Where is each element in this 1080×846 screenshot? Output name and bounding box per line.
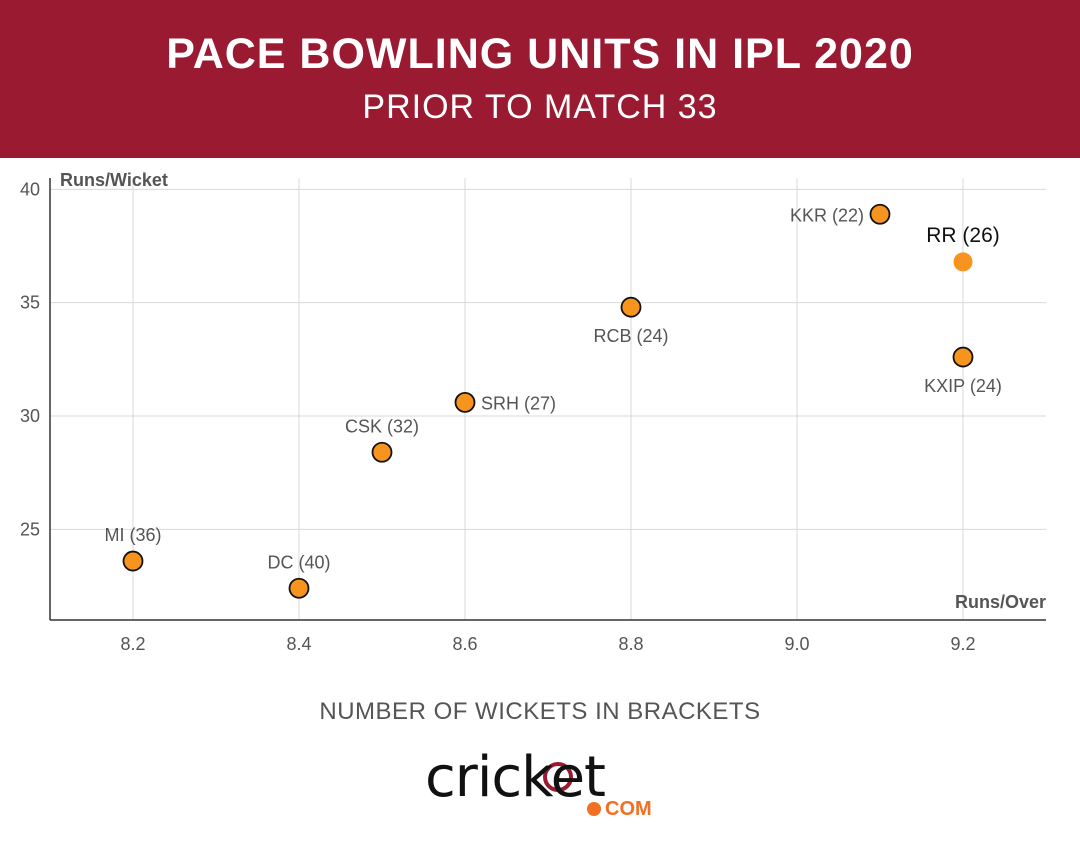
y-axis-label: Runs/Wicket [60,170,168,190]
y-tick-label-2: 35 [20,293,40,313]
y-tick-label-3: 40 [20,179,40,199]
data-label-7: KXIP (24) [924,376,1002,396]
data-label-5: KKR (22) [790,205,864,225]
data-label-6: RR (26) [926,224,1000,247]
data-point-6 [953,252,973,272]
logo-suffix: COM [605,798,652,820]
x-tick-label-3: 8.8 [618,634,643,654]
data-point-2 [371,441,393,463]
ball-icon [543,762,573,792]
data-point-7 [952,346,974,368]
logo-dot-icon [587,802,601,816]
x-axis-label: Runs/Over [955,592,1046,612]
data-point-0 [122,550,144,572]
data-label-1: DC (40) [267,552,330,572]
data-label-3: SRH (27) [481,393,556,413]
data-label-0: MI (36) [104,525,161,545]
scatter-chart: 8.2 8.4 8.6 8.8 9.0 9.2 25 30 35 40 Runs/Wicket Run… [20,170,1046,654]
chart-subtitle: PRIOR TO MATCH 33 [362,88,718,126]
y-tick-label-1: 30 [20,406,40,426]
y-tick-label-0: 25 [20,519,40,539]
x-tick-label-0: 8.2 [120,634,145,654]
data-point-5 [869,203,891,225]
data-point-4 [620,296,642,318]
header-banner: PACE BOWLING UNITS IN IPL 2020 PRIOR TO … [0,0,1080,158]
logo-wordmark: cricket [425,745,606,810]
x-tick-label-2: 8.6 [452,634,477,654]
footnote: NUMBER OF WICKETS IN BRACKETS [319,698,761,725]
data-label-2: CSK (32) [345,416,419,436]
data-point-1 [288,577,310,599]
x-tick-label-5: 9.2 [950,634,975,654]
x-tick-label-4: 9.0 [784,634,809,654]
data-label-4: RCB (24) [593,326,668,346]
cricket-com-logo: cricket COM [425,748,665,824]
chart-title: PACE BOWLING UNITS IN IPL 2020 [166,30,914,78]
data-point-3 [454,391,476,413]
x-tick-label-1: 8.4 [286,634,311,654]
